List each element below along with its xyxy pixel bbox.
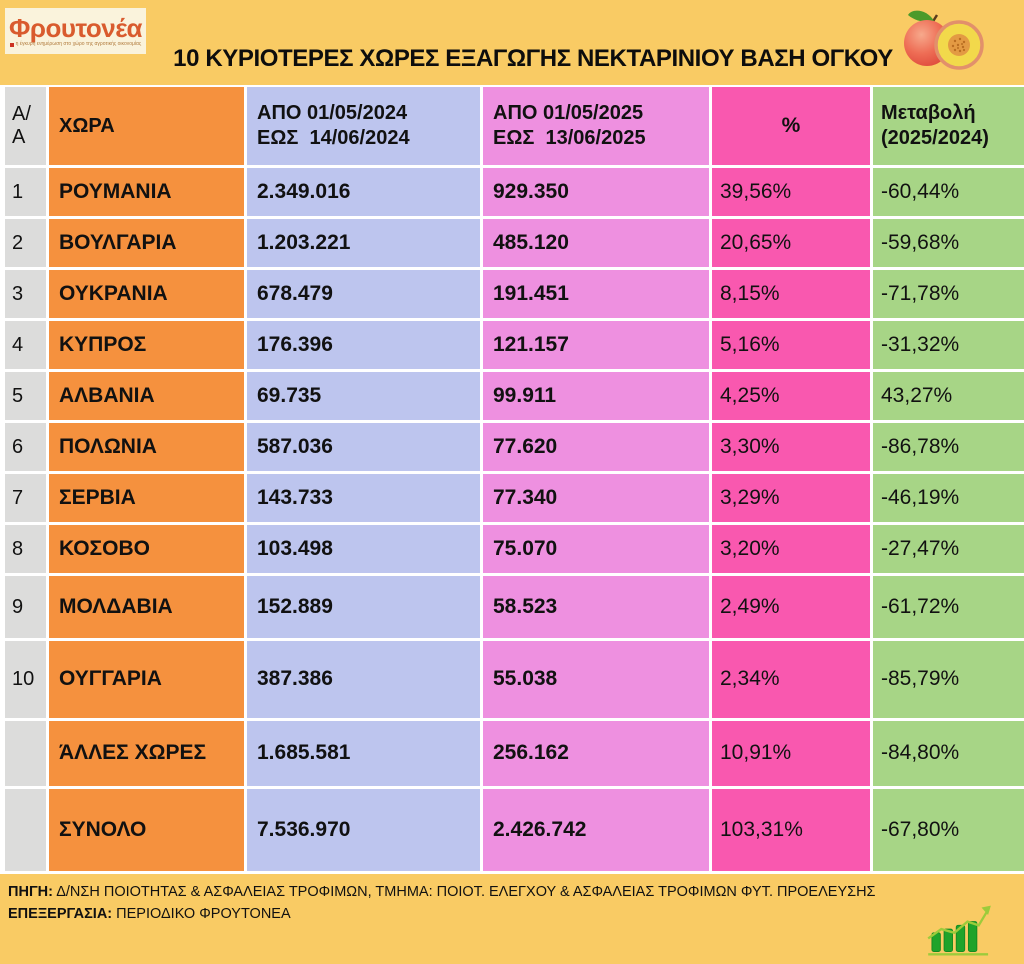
share-percent: 39,56%	[712, 168, 870, 216]
value-2025: 2.426.742	[483, 789, 709, 871]
row-index: 8	[5, 525, 46, 573]
processing-text: ΠΕΡΙΟΔΙΚΟ ΦΡΟΥΤΟΝΕΑ	[112, 906, 291, 923]
change-percent: -61,72%	[873, 576, 1024, 638]
value-2025: 58.523	[483, 576, 709, 638]
country-name: ΟΥΓΓΑΡΙΑ	[49, 641, 244, 718]
froutonea-logo: Φρουτονέα η έγκυρη ενημέρωση στο χώρο τη…	[5, 8, 146, 54]
value-2024: 143.733	[247, 474, 480, 522]
footer: ΠΗΓΗ: Δ/ΝΣΗ ΠΟΙΟΤΗΤΑΣ & ΑΣΦΑΛΕΙΑΣ ΤΡΟΦΙΜ…	[0, 874, 1024, 964]
value-2025: 75.070	[483, 525, 709, 573]
value-2024: 7.536.970	[247, 789, 480, 871]
country-name: ΣΕΡΒΙΑ	[49, 474, 244, 522]
column-header-percent: %	[712, 87, 870, 165]
row-index: 6	[5, 423, 46, 471]
share-percent: 20,65%	[712, 219, 870, 267]
row-index: 10	[5, 641, 46, 718]
country-name: ΣΥΝΟΛΟ	[49, 789, 244, 871]
value-2025: 77.340	[483, 474, 709, 522]
share-percent: 103,31%	[712, 789, 870, 871]
share-percent: 5,16%	[712, 321, 870, 369]
country-name: ΡΟΥΜΑΝΙΑ	[49, 168, 244, 216]
change-percent: -85,79%	[873, 641, 1024, 718]
source-label: ΠΗΓΗ:	[8, 884, 53, 900]
country-name: ΒΟΥΛΓΑΡΙΑ	[49, 219, 244, 267]
change-percent: -86,78%	[873, 423, 1024, 471]
column-header-change: Μεταβολή (2025/2024)	[873, 87, 1024, 165]
value-2024: 1.203.221	[247, 219, 480, 267]
value-2024: 678.479	[247, 270, 480, 318]
export-table: Α/Α ΧΩΡΑ ΑΠΟ 01/05/2024 ΕΩΣ 14/06/2024 Α…	[0, 85, 1024, 874]
change-percent: -67,80%	[873, 789, 1024, 871]
change-percent: -31,32%	[873, 321, 1024, 369]
value-2024: 176.396	[247, 321, 480, 369]
row-index: 2	[5, 219, 46, 267]
share-percent: 8,15%	[712, 270, 870, 318]
country-name: ΠΟΛΩΝΙΑ	[49, 423, 244, 471]
value-2024: 387.386	[247, 641, 480, 718]
logo-tagline: η έγκυρη ενημέρωση στο χώρο της αγροτική…	[9, 41, 142, 47]
row-index: 7	[5, 474, 46, 522]
share-percent: 10,91%	[712, 721, 870, 786]
value-2025: 99.911	[483, 372, 709, 420]
logo-wordmark: Φρουτονέα	[9, 13, 142, 43]
column-header-country: ΧΩΡΑ	[49, 87, 244, 165]
tagline-bullet-icon	[9, 42, 14, 47]
country-name: ΟΥΚΡΑΝΙΑ	[49, 270, 244, 318]
row-index: 9	[5, 576, 46, 638]
row-index: 3	[5, 270, 46, 318]
row-index: 4	[5, 321, 46, 369]
value-2025: 191.451	[483, 270, 709, 318]
page-title: 10 ΚΥΡΙΟΤΕΡΕΣ ΧΩΡΕΣ ΕΞΑΓΩΓΗΣ ΝΕΚΤΑΡΙΝΙΟΥ…	[173, 44, 893, 72]
country-name: ΑΛΒΑΝΙΑ	[49, 372, 244, 420]
share-percent: 4,25%	[712, 372, 870, 420]
row-index: 1	[5, 168, 46, 216]
value-2024: 1.685.581	[247, 721, 480, 786]
change-percent: -59,68%	[873, 219, 1024, 267]
source-line: ΠΗΓΗ: Δ/ΝΣΗ ΠΟΙΟΤΗΤΑΣ & ΑΣΦΑΛΕΙΑΣ ΤΡΟΦΙΜ…	[8, 881, 1012, 903]
row-index	[5, 789, 46, 871]
share-percent: 2,34%	[712, 641, 870, 718]
value-2025: 121.157	[483, 321, 709, 369]
source-text: Δ/ΝΣΗ ΠΟΙΟΤΗΤΑΣ & ΑΣΦΑΛΕΙΑΣ ΤΡΟΦΙΜΩΝ, ΤΜ…	[52, 884, 876, 900]
value-2025: 256.162	[483, 721, 709, 786]
processing-label: ΕΠΕΞΕΡΓΑΣΙΑ:	[8, 906, 113, 923]
peach-icon	[904, 10, 984, 70]
value-2025: 929.350	[483, 168, 709, 216]
country-name: ΆΛΛΕΣ ΧΩΡΕΣ	[49, 721, 244, 786]
row-index	[5, 721, 46, 786]
share-percent: 3,20%	[712, 525, 870, 573]
row-index: 5	[5, 372, 46, 420]
change-percent: 43,27%	[873, 372, 1024, 420]
value-2024: 69.735	[247, 372, 480, 420]
change-percent: -27,47%	[873, 525, 1024, 573]
share-percent: 2,49%	[712, 576, 870, 638]
value-2025: 77.620	[483, 423, 709, 471]
change-percent: -84,80%	[873, 721, 1024, 786]
growth-chart-icon	[927, 905, 991, 956]
value-2024: 152.889	[247, 576, 480, 638]
value-2025: 55.038	[483, 641, 709, 718]
country-name: ΚΥΠΡΟΣ	[49, 321, 244, 369]
processing-line: ΕΠΕΞΕΡΓΑΣΙΑ: ΠΕΡΙΟΔΙΚΟ ΦΡΟΥΤΟΝΕΑ	[8, 903, 1012, 925]
change-percent: -46,19%	[873, 474, 1024, 522]
share-percent: 3,30%	[712, 423, 870, 471]
value-2024: 587.036	[247, 423, 480, 471]
column-header-period-2024: ΑΠΟ 01/05/2024 ΕΩΣ 14/06/2024	[247, 87, 480, 165]
value-2024: 103.498	[247, 525, 480, 573]
column-header-period-2025: ΑΠΟ 01/05/2025 ΕΩΣ 13/06/2025	[483, 87, 709, 165]
change-percent: -71,78%	[873, 270, 1024, 318]
change-percent: -60,44%	[873, 168, 1024, 216]
column-header-aa: Α/Α	[5, 87, 46, 165]
share-percent: 3,29%	[712, 474, 870, 522]
value-2024: 2.349.016	[247, 168, 480, 216]
value-2025: 485.120	[483, 219, 709, 267]
header-banner: Φρουτονέα η έγκυρη ενημέρωση στο χώρο τη…	[0, 0, 1024, 85]
country-name: ΜΟΛΔΑΒΙΑ	[49, 576, 244, 638]
tagline-text: η έγκυρη ενημέρωση στο χώρο της αγροτική…	[15, 41, 142, 47]
country-name: ΚΟΣΟΒΟ	[49, 525, 244, 573]
